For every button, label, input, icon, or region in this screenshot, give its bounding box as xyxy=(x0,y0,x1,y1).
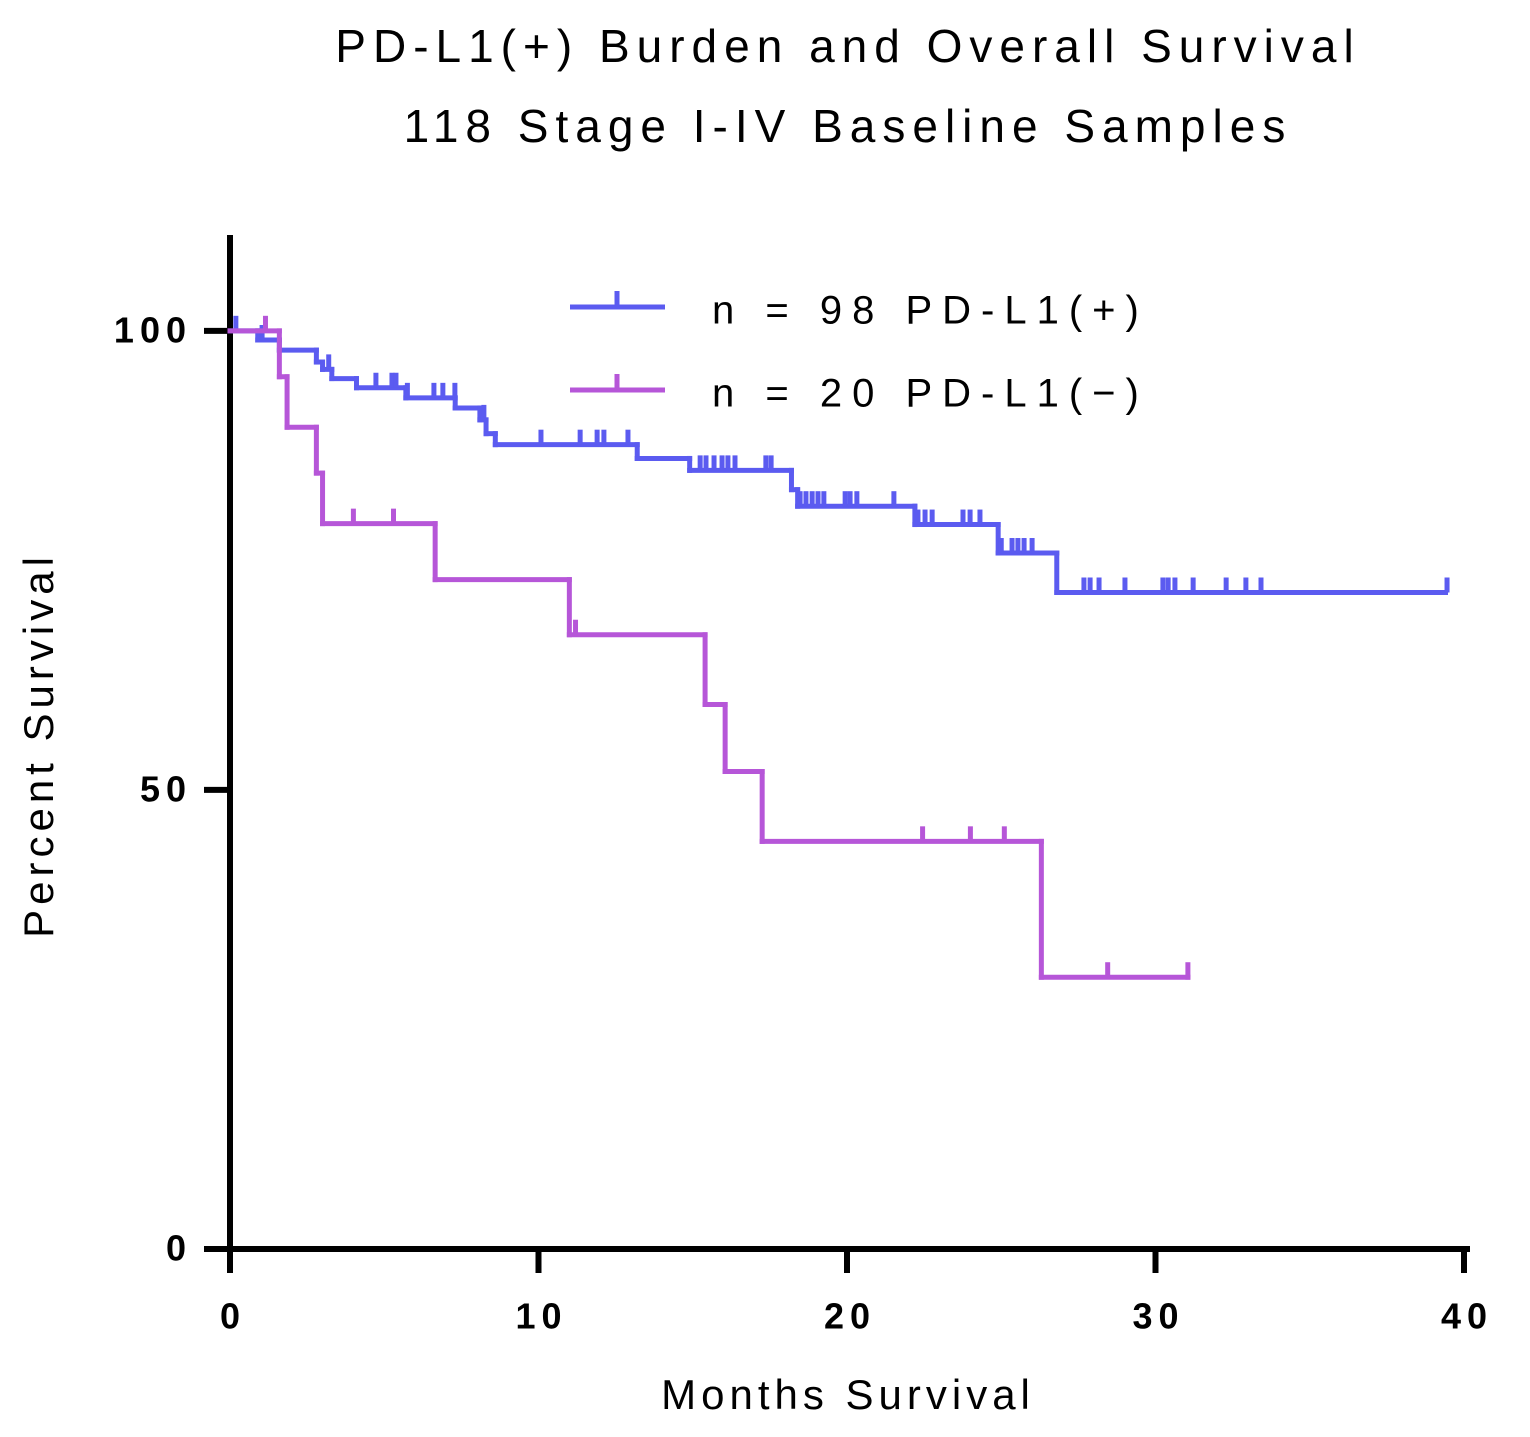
chart-title: PD-L1(+) Burden and Overall Survival xyxy=(335,20,1360,72)
chart-subtitle: 118 Stage I-IV Baseline Samples xyxy=(404,100,1293,152)
y-axis-title: Percent Survival xyxy=(15,552,62,938)
x-axis-title: Months Survival xyxy=(661,1371,1035,1418)
y-tick-label: 0 xyxy=(166,1228,192,1269)
x-tick-label: 10 xyxy=(515,1296,567,1337)
legend-label: n = 98 PD-L1(+) xyxy=(712,289,1149,333)
x-tick-label: 20 xyxy=(824,1296,876,1337)
y-tick-label: 100 xyxy=(114,309,192,350)
x-tick-label: 40 xyxy=(1441,1296,1493,1337)
legend-label: n = 20 PD-L1(−) xyxy=(712,372,1149,416)
y-tick-label: 50 xyxy=(140,768,192,809)
x-tick-label: 0 xyxy=(220,1296,246,1337)
x-tick-label: 30 xyxy=(1132,1296,1184,1337)
